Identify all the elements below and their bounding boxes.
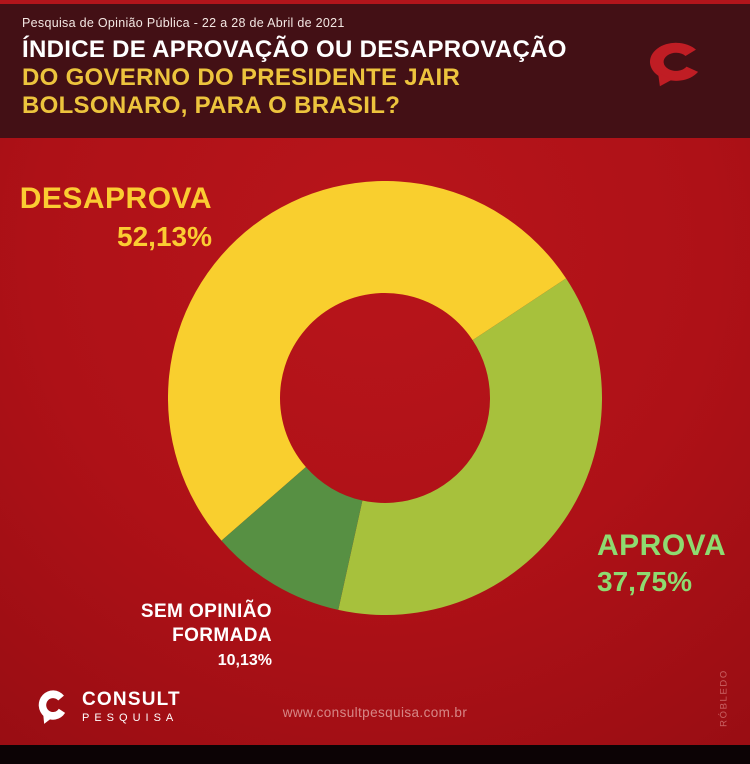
label-desaprova-value: 52,13% <box>117 221 212 252</box>
consult-logo-icon <box>645 41 707 89</box>
label-sem-opiniao-line1: SEM OPINIÃO <box>140 601 272 622</box>
label-desaprova: DESAPROVA 52,13% <box>0 182 212 252</box>
header: Pesquisa de Opinião Pública - 22 a 28 de… <box>0 0 750 138</box>
label-sem-opiniao: SEM OPINIÃO FORMADA 10,13% <box>60 600 272 672</box>
consult-logo-icon <box>36 689 70 726</box>
donut-slice-sem-opiniao-formada <box>221 467 363 610</box>
label-sem-opiniao-line2: FORMADA <box>172 625 272 646</box>
bottom-bar <box>0 745 750 764</box>
footer-brand-text: CONSULT PESQUISA <box>82 688 181 726</box>
donut-slice-desaprova <box>168 181 567 541</box>
title-line-1: ÍNDICE DE APROVAÇÃO OU DESAPROVAÇÃO <box>22 36 567 63</box>
brand-subname: PESQUISA <box>82 711 179 724</box>
donut-slice-aprova <box>338 278 602 615</box>
label-aprova-value: 37,75% <box>597 566 692 597</box>
brand-name: CONSULT <box>82 688 181 710</box>
website-url: www.consultpesquisa.com.br <box>282 705 468 720</box>
page-title: ÍNDICE DE APROVAÇÃO OU DESAPROVAÇÃO DO G… <box>22 36 728 120</box>
title-line-2: DO GOVERNO DO PRESIDENTE JAIR <box>22 64 461 91</box>
label-aprova: APROVA 37,75% <box>597 529 726 597</box>
credit-vertical-text: RÓBLEDO <box>718 669 730 727</box>
label-sem-opiniao-value: 10,13% <box>217 652 272 669</box>
label-aprova-name: APROVA <box>597 529 727 562</box>
donut-chart <box>168 181 602 615</box>
survey-subtitle: Pesquisa de Opinião Pública - 22 a 28 de… <box>22 16 345 30</box>
label-desaprova-name: DESAPROVA <box>19 182 212 215</box>
footer-brand: CONSULT PESQUISA <box>36 689 181 726</box>
title-line-3: BOLSONARO, PARA O BRASIL? <box>22 92 401 119</box>
